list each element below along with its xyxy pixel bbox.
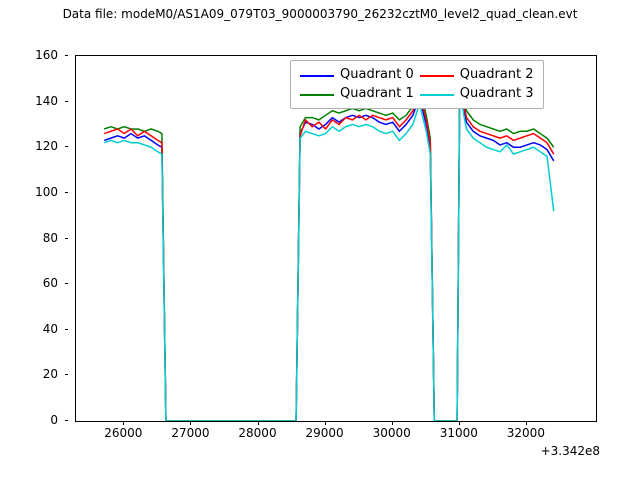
y-tick-mark [64, 420, 68, 421]
x-tick-label: 30000 [372, 426, 411, 440]
y-tick-label: 20 [42, 367, 58, 382]
legend-line-swatch [300, 93, 334, 96]
y-tick-label: 0 [50, 413, 58, 427]
legend-swatch-cell [297, 65, 337, 84]
legend-swatch-cell [297, 84, 337, 103]
legend-label: Quadrant 0 [340, 67, 414, 82]
y-tick-mark [64, 55, 68, 56]
x-tick-mark [525, 421, 527, 425]
x-tick-label: 27000 [171, 426, 210, 440]
x-tick-mark [190, 421, 192, 425]
y-tick-mark [64, 328, 68, 330]
y-tick-mark [64, 100, 68, 102]
legend-swatch-cell [417, 65, 457, 84]
series-line [103, 87, 555, 421]
x-axis-offset-label: +3.342e8 [540, 444, 600, 458]
y-tick-label: 120 [35, 139, 58, 154]
y-tick-label: 100 [35, 184, 58, 199]
legend-label: Quadrant 2 [459, 67, 534, 82]
chart-legend: Quadrant 0 Quadrant 2 Quadrant 1 Quadrant 3 [290, 60, 544, 109]
y-tick-label: 80 [42, 230, 58, 245]
x-tick-label: 31000 [439, 426, 478, 440]
legend-swatch-cell [417, 84, 457, 103]
y-tick-mark [64, 374, 68, 376]
legend-row: Quadrant 1 Quadrant 3 [297, 84, 537, 103]
y-tick-label: 140 [35, 93, 58, 108]
y-tick-label: 160 [35, 48, 58, 62]
x-tick-label: 26000 [104, 426, 143, 440]
y-axis-tick-labels: 0 20 40 60 80 100 120 140 160 [0, 48, 68, 427]
plot-lines [103, 71, 555, 421]
legend-label: Quadrant 3 [459, 86, 534, 101]
figure-title: Data file: modeM0/AS1A09_079T03_90000037… [62, 7, 578, 21]
legend-line-swatch [419, 74, 454, 77]
x-tick-mark [324, 421, 326, 425]
x-tick-mark [458, 421, 460, 425]
legend-line-swatch [419, 93, 454, 96]
y-tick-mark [64, 237, 68, 239]
x-tick-mark [257, 421, 259, 425]
y-tick-mark [64, 283, 68, 285]
x-tick-label: 32000 [506, 426, 545, 440]
x-tick-mark [123, 421, 125, 425]
x-tick-label: 29000 [305, 426, 344, 440]
y-tick-mark [64, 191, 68, 193]
legend-label: Quadrant 1 [340, 86, 414, 101]
legend-table: Quadrant 0 Quadrant 2 Quadrant 1 Quadrant 3 [297, 65, 537, 103]
y-tick-label: 60 [42, 276, 58, 291]
plot-axes [75, 55, 597, 422]
legend-row: Quadrant 0 Quadrant 2 [297, 65, 537, 84]
legend-line-swatch [300, 74, 334, 77]
y-tick-mark [64, 146, 68, 148]
x-tick-label: 28000 [238, 426, 277, 440]
y-tick-label: 40 [42, 321, 58, 336]
x-axis-tick-labels: 26000 27000 28000 29000 30000 31000 32000 [75, 421, 595, 444]
x-tick-mark [391, 421, 393, 425]
